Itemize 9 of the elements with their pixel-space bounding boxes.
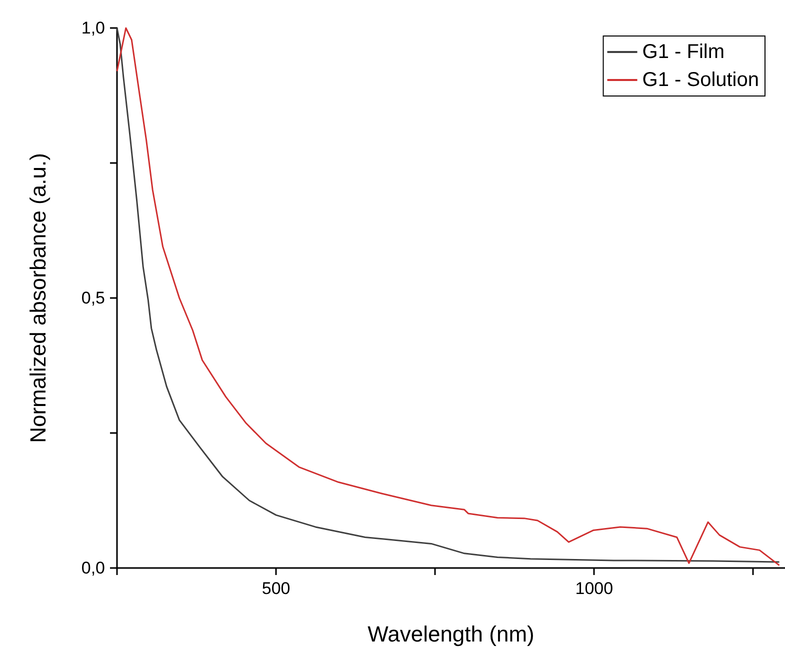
y-tick-label: 0,0 xyxy=(81,558,105,578)
x-tick-label: 500 xyxy=(262,579,290,598)
x-axis-title: Wavelength (nm) xyxy=(368,622,534,646)
legend-label: G1 - Solution xyxy=(642,69,760,91)
legend-label: G1 - Film xyxy=(642,41,724,63)
y-axis-title: Normalized absorbance (a.u.) xyxy=(26,153,50,443)
x-tick-label: 1000 xyxy=(575,579,614,598)
y-tick-label: 0,5 xyxy=(81,288,105,308)
y-tick-label: 1,0 xyxy=(81,18,105,38)
